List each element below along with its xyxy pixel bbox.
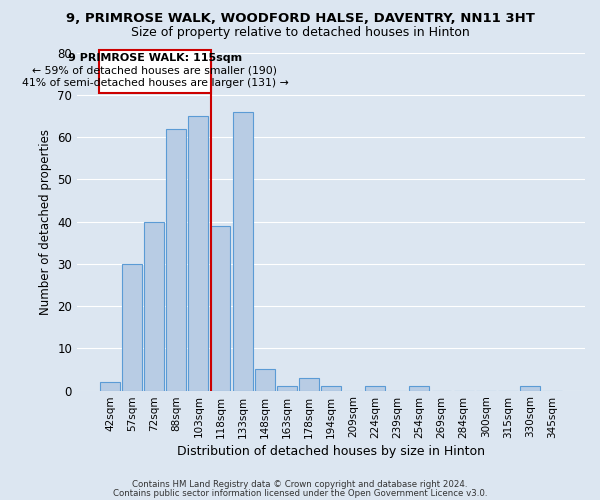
Text: Contains public sector information licensed under the Open Government Licence v3: Contains public sector information licen…: [113, 488, 487, 498]
Bar: [520, 386, 540, 390]
Text: Contains HM Land Registry data © Crown copyright and database right 2024.: Contains HM Land Registry data © Crown c…: [132, 480, 468, 489]
Bar: [255, 370, 275, 390]
X-axis label: Distribution of detached houses by size in Hinton: Distribution of detached houses by size …: [177, 444, 485, 458]
Bar: [321, 386, 341, 390]
Bar: [122, 264, 142, 390]
Bar: [211, 226, 230, 390]
Text: 41% of semi-detached houses are larger (131) →: 41% of semi-detached houses are larger (…: [22, 78, 289, 88]
Bar: [277, 386, 297, 390]
Bar: [233, 112, 253, 390]
Bar: [299, 378, 319, 390]
Y-axis label: Number of detached properties: Number of detached properties: [38, 128, 52, 314]
Bar: [99, 50, 211, 92]
Bar: [144, 222, 164, 390]
Text: ← 59% of detached houses are smaller (190): ← 59% of detached houses are smaller (19…: [32, 65, 277, 75]
Bar: [166, 128, 186, 390]
Text: 9 PRIMROSE WALK: 115sqm: 9 PRIMROSE WALK: 115sqm: [68, 52, 242, 62]
Bar: [188, 116, 208, 390]
Text: Size of property relative to detached houses in Hinton: Size of property relative to detached ho…: [131, 26, 469, 39]
Text: 9, PRIMROSE WALK, WOODFORD HALSE, DAVENTRY, NN11 3HT: 9, PRIMROSE WALK, WOODFORD HALSE, DAVENT…: [65, 12, 535, 26]
Bar: [100, 382, 120, 390]
Bar: [365, 386, 385, 390]
Bar: [409, 386, 430, 390]
